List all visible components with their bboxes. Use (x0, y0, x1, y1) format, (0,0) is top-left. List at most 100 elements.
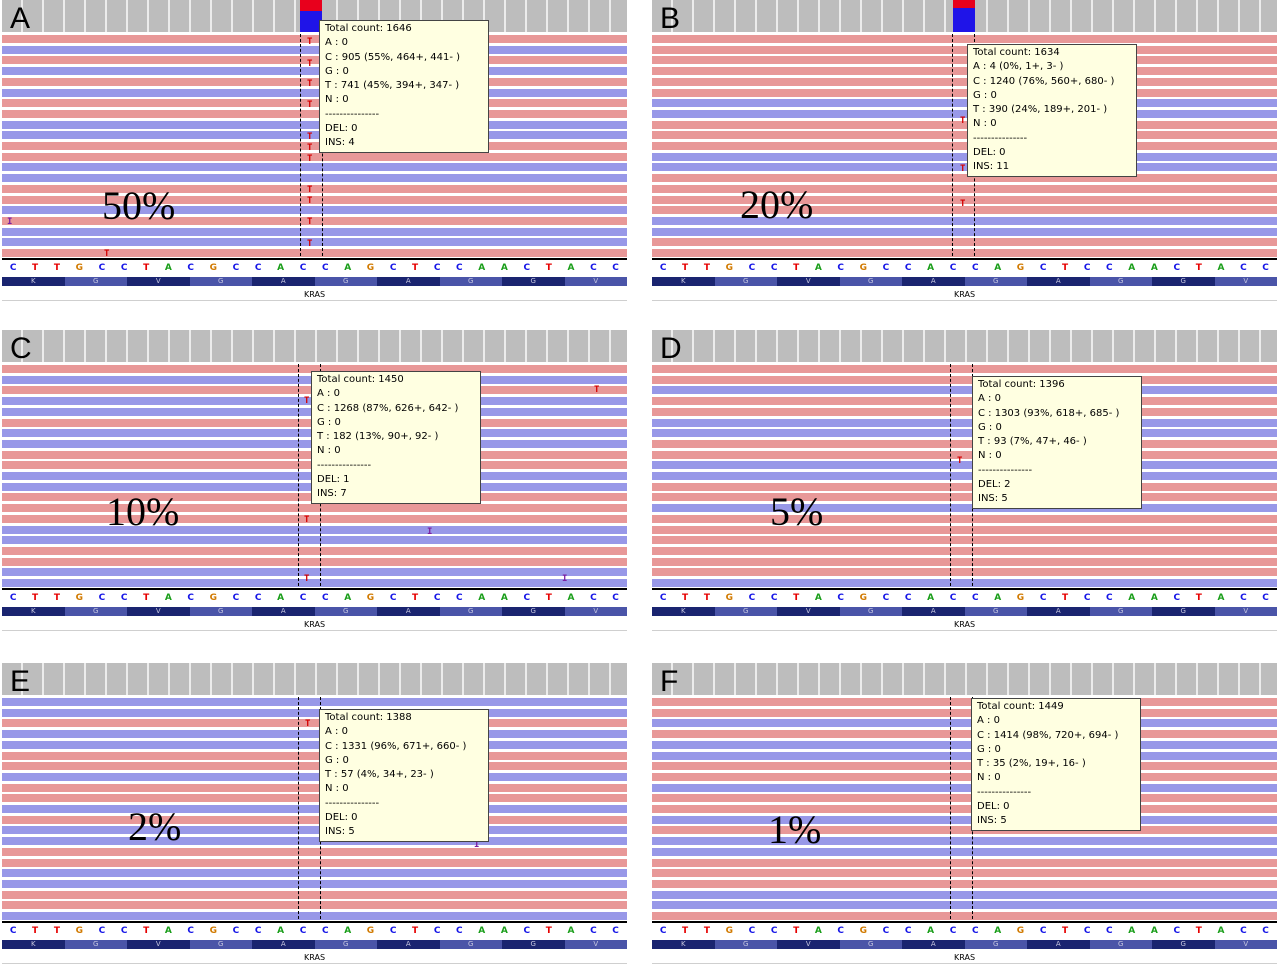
read-row[interactable] (2, 546, 627, 555)
read-row[interactable] (652, 525, 1277, 534)
read-row[interactable] (2, 579, 627, 587)
read-row[interactable] (652, 514, 1277, 523)
mismatch-marker[interactable]: T (305, 719, 311, 729)
read-row[interactable] (2, 67, 627, 76)
read-row[interactable] (652, 67, 1277, 76)
read-row[interactable] (652, 77, 1277, 86)
read-row[interactable] (652, 794, 1277, 803)
read-row[interactable] (652, 579, 1277, 587)
read-row[interactable] (652, 386, 1277, 395)
read-row[interactable] (2, 195, 627, 204)
read-row[interactable] (652, 174, 1277, 183)
read-row[interactable] (652, 890, 1277, 899)
read-row[interactable] (652, 45, 1277, 54)
gene-label[interactable]: KRAS (303, 290, 326, 299)
read-row[interactable] (652, 762, 1277, 771)
mismatch-marker[interactable]: T (304, 396, 310, 406)
read-row[interactable] (652, 708, 1277, 717)
read-row[interactable] (2, 815, 627, 824)
read-row[interactable] (2, 120, 627, 129)
read-row[interactable] (652, 901, 1277, 910)
read-row[interactable] (2, 525, 627, 534)
read-row[interactable] (652, 568, 1277, 577)
coverage-track[interactable] (2, 0, 627, 32)
read-row[interactable] (652, 99, 1277, 108)
read-row[interactable] (2, 826, 627, 835)
mismatch-marker[interactable]: T (960, 116, 966, 126)
read-row[interactable] (652, 698, 1277, 706)
coverage-track[interactable] (652, 330, 1277, 362)
read-row[interactable] (652, 493, 1277, 502)
read-row[interactable] (2, 142, 627, 150)
gene-label[interactable]: KRAS (303, 620, 326, 629)
mismatch-marker[interactable]: T (957, 456, 963, 466)
insertion-marker[interactable]: I (7, 217, 13, 227)
gene-label[interactable]: KRAS (953, 290, 976, 299)
read-row[interactable] (652, 546, 1277, 555)
read-row[interactable] (652, 152, 1277, 161)
read-row[interactable] (652, 120, 1277, 129)
read-row[interactable] (652, 216, 1277, 225)
read-row[interactable] (652, 740, 1277, 749)
mismatch-marker[interactable]: T (307, 217, 313, 227)
alignment-reads[interactable] (652, 364, 1277, 588)
read-row[interactable] (2, 901, 627, 910)
read-row[interactable] (652, 751, 1277, 760)
alignment-reads[interactable] (652, 697, 1277, 921)
insertion-marker[interactable]: I (562, 574, 568, 584)
mismatch-marker[interactable]: T (304, 515, 310, 525)
read-row[interactable] (652, 56, 1277, 65)
read-row[interactable] (2, 184, 627, 193)
read-row[interactable] (652, 439, 1277, 448)
read-row[interactable] (2, 99, 627, 108)
read-row[interactable] (652, 847, 1277, 856)
read-row[interactable] (652, 429, 1277, 438)
read-row[interactable] (652, 826, 1277, 835)
read-row[interactable] (2, 858, 627, 867)
read-row[interactable] (2, 912, 627, 920)
read-row[interactable] (2, 109, 627, 118)
read-row[interactable] (652, 536, 1277, 545)
mismatch-marker[interactable]: T (104, 249, 110, 259)
read-row[interactable] (2, 206, 627, 215)
insertion-marker[interactable]: I (427, 527, 433, 537)
mismatch-marker[interactable]: T (307, 239, 313, 249)
read-row[interactable] (2, 730, 627, 739)
read-row[interactable] (2, 504, 627, 513)
coverage-track[interactable] (652, 663, 1277, 695)
gene-label[interactable]: KRAS (953, 620, 976, 629)
read-row[interactable] (652, 227, 1277, 236)
read-row[interactable] (652, 837, 1277, 846)
read-row[interactable] (652, 163, 1277, 172)
read-row[interactable] (2, 869, 627, 878)
alignment-reads[interactable] (2, 697, 627, 921)
read-row[interactable] (652, 719, 1277, 728)
read-row[interactable] (2, 77, 627, 86)
read-row[interactable] (2, 163, 627, 172)
mismatch-marker[interactable]: T (960, 164, 966, 174)
read-row[interactable] (2, 837, 627, 846)
read-row[interactable] (2, 88, 627, 97)
alignment-reads[interactable] (2, 34, 627, 258)
read-row[interactable] (652, 195, 1277, 204)
insertion-marker[interactable]: I (474, 840, 480, 850)
mismatch-marker[interactable]: T (307, 100, 313, 110)
read-row[interactable] (652, 88, 1277, 97)
variant-coverage-bar[interactable] (953, 0, 975, 32)
mismatch-marker[interactable]: T (307, 37, 313, 47)
read-row[interactable] (2, 783, 627, 792)
mismatch-marker[interactable]: T (307, 185, 313, 195)
read-row[interactable] (2, 35, 627, 43)
mismatch-marker[interactable]: T (304, 574, 310, 584)
read-row[interactable] (652, 206, 1277, 215)
read-row[interactable] (2, 772, 627, 781)
read-row[interactable] (2, 152, 627, 161)
read-row[interactable] (2, 514, 627, 523)
read-row[interactable] (652, 557, 1277, 566)
